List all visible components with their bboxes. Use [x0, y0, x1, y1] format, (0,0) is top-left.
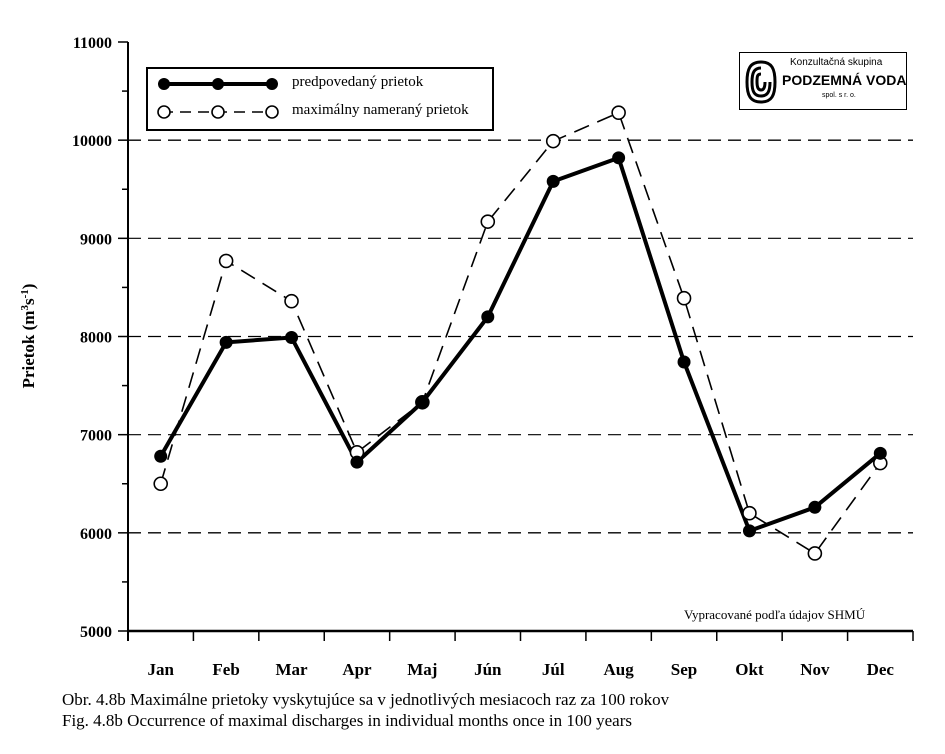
legend-label-measured: maximálny nameraný prietok — [292, 102, 469, 118]
logo-main-text: PODZEMNÁ VODA — [782, 72, 907, 88]
point-measured — [480, 214, 496, 229]
point-forecast — [546, 174, 560, 188]
point-measured — [218, 253, 234, 269]
axes — [118, 41, 914, 641]
x-tick-label: Aug — [604, 660, 635, 679]
point-forecast — [742, 524, 756, 538]
point-measured — [284, 293, 299, 309]
legend-open-marker — [265, 105, 279, 119]
y-tick-label: 8000 — [80, 330, 112, 347]
caption-slovak: Obr. 4.8b Maximálne prietoky vyskytujúce… — [62, 690, 670, 709]
point-measured — [153, 476, 169, 492]
legend-filled-marker — [266, 78, 278, 90]
y-axis-label: Prietok (m3s-1) — [19, 284, 38, 389]
legend-open-marker — [211, 105, 225, 119]
x-tick-label: Sep — [671, 660, 697, 679]
legend-label-forecast: predpovedaný prietok — [292, 74, 424, 90]
x-tick-label: Okt — [735, 660, 764, 679]
point-measured — [807, 546, 823, 561]
data-series — [153, 105, 888, 561]
point-forecast — [612, 151, 626, 165]
point-measured — [545, 133, 561, 149]
y-tick-label: 5000 — [80, 624, 112, 641]
x-tick-label: Apr — [342, 660, 372, 679]
point-forecast — [808, 500, 822, 514]
series-line-measured — [159, 111, 881, 555]
x-tick-label: Jún — [474, 660, 502, 679]
point-measured — [676, 290, 692, 306]
y-tick-label: 7000 — [80, 428, 112, 445]
x-tick-label: Jan — [147, 660, 174, 679]
x-tick-labels: Jan Feb Mar Apr Maj Jún Júl Aug Sep Okt Nov Dec — [147, 660, 894, 679]
x-tick-label: Feb — [212, 660, 239, 679]
point-forecast — [481, 310, 495, 324]
y-tick-label: 10000 — [72, 133, 112, 150]
y-tick-label: 9000 — [80, 231, 112, 248]
point-forecast — [873, 446, 887, 460]
caption-english: Fig. 4.8b Occurrence of maximal discharg… — [62, 711, 632, 730]
point-forecast — [415, 395, 429, 409]
point-forecast — [219, 335, 233, 349]
x-tick-label: Nov — [800, 660, 830, 679]
x-tick-label: Maj — [407, 660, 437, 679]
point-measured — [611, 105, 626, 120]
logo-emblem-icon — [744, 59, 778, 105]
legend-filled-marker — [212, 78, 224, 90]
point-forecast — [285, 330, 299, 344]
point-forecast — [350, 455, 364, 469]
point-forecast — [677, 355, 691, 369]
legend-filled-marker — [158, 78, 170, 90]
logo-sub-text: spol. s r. o. — [822, 92, 856, 99]
x-tick-label: Dec — [867, 660, 895, 679]
y-tick-label: 11000 — [73, 35, 112, 52]
point-forecast — [154, 449, 168, 463]
company-logo: Konzultačná skupina PODZEMNÁ VODA spol. … — [739, 52, 907, 110]
source-note: Vypracované podľa údajov SHMÚ — [684, 607, 866, 622]
logo-top-text: Konzultačná skupina — [790, 57, 883, 68]
legend: predpovedaný prietok maximálny nameraný … — [146, 67, 494, 131]
grid-lines — [128, 139, 913, 534]
y-tick-label: 6000 — [80, 526, 112, 543]
point-measured — [742, 505, 757, 521]
x-tick-label: Mar — [275, 660, 308, 679]
discharge-chart: 5000 6000 7000 8000 9000 10000 11000 Jan Feb Mar… — [19, 35, 914, 679]
legend-open-marker — [157, 105, 171, 119]
x-tick-label: Júl — [542, 660, 565, 679]
legend-symbols — [157, 78, 279, 119]
y-tick-labels: 5000 6000 7000 8000 9000 10000 11000 — [72, 35, 112, 641]
series-line-forecast — [158, 155, 882, 533]
